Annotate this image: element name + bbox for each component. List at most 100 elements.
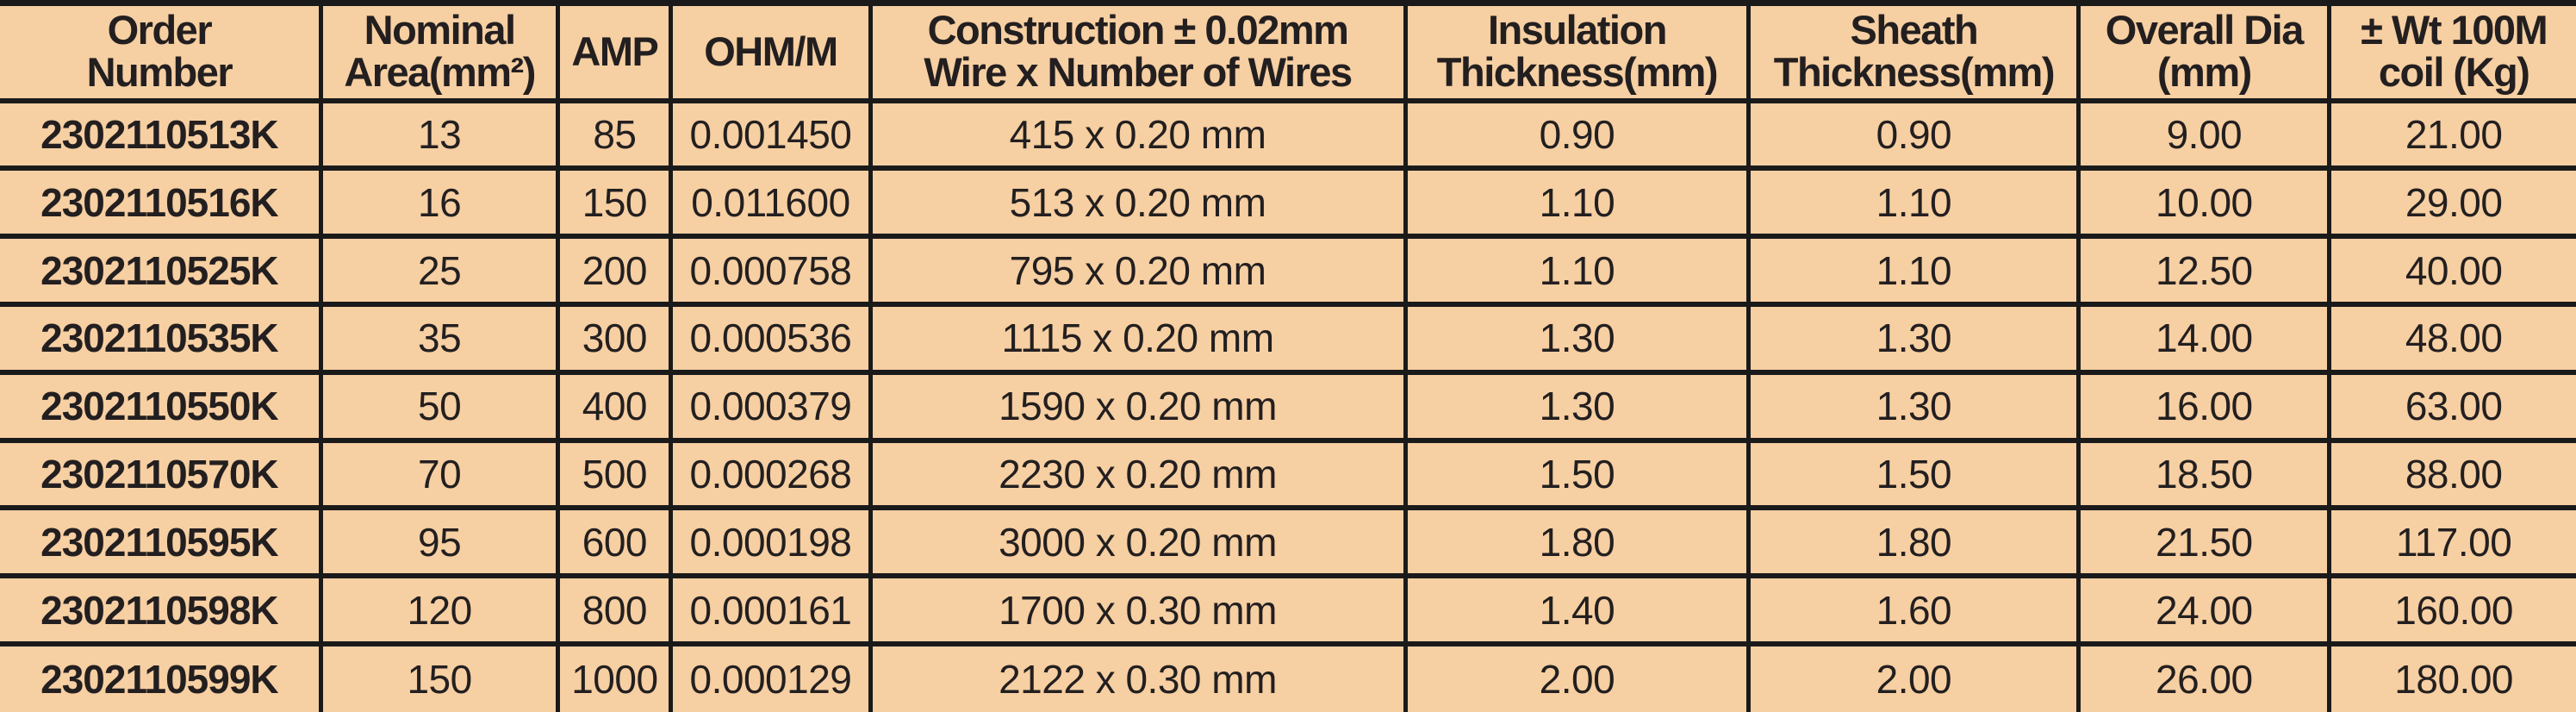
cell-sheath_thickness: 1.30 (1746, 303, 2079, 375)
cell-insulation_thickness: 0.90 (1403, 100, 1749, 172)
cell-amp: 200 (556, 236, 671, 307)
cell-construction: 2122 x 0.30 mm (868, 644, 1406, 712)
cell-construction: 1115 x 0.20 mm (868, 303, 1406, 375)
cell-construction: 415 x 0.20 mm (868, 100, 1406, 172)
cell-order_number: 2302110599K (40, 657, 279, 703)
cell-ohm_per_m: 0.000161 (669, 576, 870, 647)
cell-sheath_thickness: 0.90 (1746, 100, 2079, 172)
header-insulation-thickness: Insulation Thickness(mm) (1403, 3, 1749, 103)
cell-sheath_thickness: 1.60 (1746, 576, 2079, 647)
cell-order_number: 2302110535K (0, 303, 321, 375)
cell-wt_100m_coil: 88.00 (2327, 440, 2576, 511)
table-row: 2302110516K 16 150 0.011600 513 x 0.20 mm 1.1… (0, 168, 2576, 240)
cell-amp: 800 (556, 576, 671, 647)
cell-insulation_thickness: 1.30 (1403, 372, 1749, 443)
cell-ohm_per_m: 0.000379 (669, 372, 870, 443)
cell-insulation_thickness: 2.00 (1403, 644, 1749, 712)
cell-overall_dia: 10.00 (2076, 168, 2330, 240)
header-overall-dia: Overall Dia (mm) (2076, 3, 2330, 103)
cell-wt_100m_coil: 48.00 (2327, 303, 2576, 375)
header-amp: AMP (556, 3, 671, 103)
cell-overall_dia: 16.00 (2076, 372, 2330, 443)
cell-construction: 513 x 0.20 mm (868, 168, 1406, 240)
cell-insulation_thickness: 1.50 (1403, 440, 1749, 511)
cell-order_number: 2302110570K (0, 440, 321, 511)
cell-construction: 795 x 0.20 mm (868, 236, 1406, 307)
cell-amp: 300 (556, 303, 671, 375)
cell-ohm_per_m: 0.000129 (669, 644, 870, 712)
cell-insulation_thickness: 1.10 (1403, 168, 1749, 240)
table-row: 2302110598K 120 800 0.000161 1700 x 0.30 mm 1… (0, 576, 2576, 647)
cell-nominal_area: 70 (318, 440, 558, 511)
table-row: 2302110595K 95 600 0.000198 3000 x 0.20 mm 1.… (0, 508, 2576, 579)
cell-construction: 1700 x 0.30 mm (868, 576, 1406, 647)
cell-ohm_per_m: 0.000536 (669, 303, 870, 375)
table-row: 2302110550K 50 400 0.000379 1590 x 0.20 mm 1.… (0, 372, 2576, 443)
cell-overall_dia: 9.00 (2076, 100, 2330, 172)
cell-sheath_thickness: 1.80 (1746, 508, 2079, 579)
cell-wt_100m_coil: 21.00 (2327, 100, 2576, 172)
header-nominal-area: Nominal Area(mm²) (318, 3, 558, 103)
cell-amp: 500 (556, 440, 671, 511)
cell-overall_dia: 18.50 (2076, 440, 2330, 511)
header-ohm-per-m: OHM/M (669, 3, 870, 103)
cell-amp: 85 (556, 100, 671, 172)
header-sheath-thickness: Sheath Thickness(mm) (1746, 3, 2079, 103)
cell-ohm_per_m: 0.000758 (669, 236, 870, 307)
cell-insulation_thickness: 1.30 (1403, 303, 1749, 375)
cell-construction: 2230 x 0.20 mm (868, 440, 1406, 511)
header-row: Order Number Nominal Area(mm²) AMP OHM/M… (0, 3, 2576, 103)
cell-construction: 1590 x 0.20 mm (868, 372, 1406, 443)
header-order-number: Order Number (0, 3, 321, 103)
cell-order_number: 2302110598K (0, 576, 321, 647)
cell-sheath_thickness: 1.10 (1746, 236, 2079, 307)
cell-insulation_thickness: 1.10 (1403, 236, 1749, 307)
table-row: 2302110513K 13 85 0.001450 415 x 0.20 mm 0.90… (0, 100, 2576, 172)
cell-wt_100m_coil: 63.00 (2327, 372, 2576, 443)
cell-order_number: 2302110595K (0, 508, 321, 579)
table-row: 2302110525K 25 200 0.000758 795 x 0.20 mm 1.1… (0, 236, 2576, 307)
cell-overall_dia: 12.50 (2076, 236, 2330, 307)
cell-insulation_thickness: 1.40 (1403, 576, 1749, 647)
cell-ohm_per_m: 0.000198 (669, 508, 870, 579)
cell-wt_100m_coil: 117.00 (2327, 508, 2576, 579)
cell-wt_100m_coil: 180.00 (2327, 644, 2576, 712)
table-row: 2302110535K 35 300 0.000536 1115 x 0.20 mm 1.… (0, 303, 2576, 375)
cell-amp: 600 (556, 508, 671, 579)
cell-nominal_area: 150 (318, 644, 558, 712)
cell-wt_100m_coil: 29.00 (2327, 168, 2576, 240)
cell-sheath_thickness: 1.10 (1746, 168, 2079, 240)
table-body: 2302110513K 13 85 0.001450 415 x 0.20 mm 0.90… (0, 100, 2576, 712)
cell-insulation_thickness: 1.80 (1403, 508, 1749, 579)
cell-overall_dia: 26.00 (2076, 644, 2330, 712)
cell-ohm_per_m: 0.000268 (669, 440, 870, 511)
cell-amp: 400 (556, 372, 671, 443)
cell-ohm_per_m: 0.011600 (669, 168, 870, 240)
header-construction: Construction ± 0.02mm Wire x Number of W… (868, 3, 1406, 103)
cell-nominal_area: 120 (318, 576, 558, 647)
cell-nominal_area: 50 (318, 372, 558, 443)
table-header: Order Number Nominal Area(mm²) AMP OHM/M… (0, 3, 2576, 103)
cell-nominal_area: 35 (318, 303, 558, 375)
cell-wt_100m_coil: 40.00 (2327, 236, 2576, 307)
cell-order_number: 2302110550K (0, 372, 321, 443)
cell-wt_100m_coil: 160.00 (2327, 576, 2576, 647)
cell-ohm_per_m: 0.001450 (669, 100, 870, 172)
cell-order_number: 2302110516K (0, 168, 321, 240)
table-row: 2302110599K 150 1000 0.000129 2122 x 0.30 mm… (0, 644, 2576, 712)
cell-overall_dia: 24.00 (2076, 576, 2330, 647)
cell-order_number: 2302110525K (0, 236, 321, 307)
cell-nominal_area: 16 (318, 168, 558, 240)
cell-overall_dia: 21.50 (2076, 508, 2330, 579)
cell-overall_dia: 14.00 (2076, 303, 2330, 375)
cell-sheath_thickness: 1.30 (1746, 372, 2079, 443)
cell-sheath_thickness: 2.00 (1746, 644, 2079, 712)
cell-nominal_area: 13 (318, 100, 558, 172)
cell-nominal_area: 25 (318, 236, 558, 307)
header-wt-100m-coil: ± Wt 100M coil (Kg) (2327, 3, 2576, 103)
cell-order_number: 2302110513K (0, 100, 321, 172)
cell-nominal_area: 95 (318, 508, 558, 579)
cell-amp: 1000 (556, 644, 671, 712)
table-row: 2302110570K 70 500 0.000268 2230 x 0.20 mm 1.… (0, 440, 2576, 511)
